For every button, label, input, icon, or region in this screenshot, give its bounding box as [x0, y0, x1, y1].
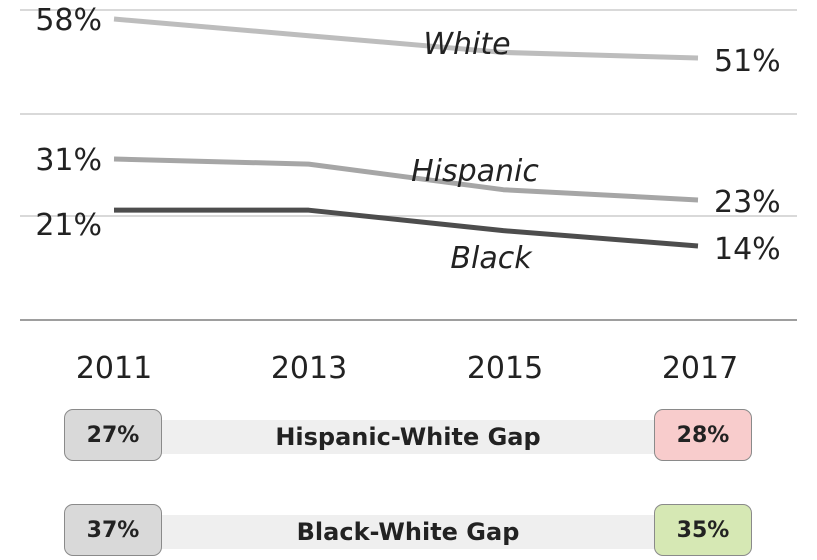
x-tick-label: 2015	[467, 351, 543, 386]
series-line-black	[114, 207, 699, 249]
x-axis-ticks: 2011 2013 2015 2017	[76, 351, 738, 386]
black-white-gap-bar: 37% Black-White Gap 35%	[64, 504, 752, 556]
gap-end-value: 35%	[654, 504, 752, 556]
series-name-label: Hispanic	[411, 154, 539, 189]
gridlines	[20, 9, 797, 217]
start-value-label: 21%	[35, 208, 102, 243]
end-value-label: 51%	[714, 44, 781, 79]
x-tick-label: 2011	[76, 351, 152, 386]
gap-band	[64, 420, 752, 454]
series-line-hispanic	[113, 156, 699, 203]
series-name-label: Black	[450, 241, 533, 276]
gap-end-value: 28%	[654, 409, 752, 461]
series-name-label: White	[423, 27, 510, 62]
x-tick-label: 2013	[271, 351, 347, 386]
end-value-label: 14%	[714, 232, 781, 267]
gap-start-value: 27%	[64, 409, 162, 461]
gap-label: Black-White Gap	[296, 518, 520, 546]
hispanic-white-gap-bar: 27% Hispanic-White Gap 28%	[64, 409, 752, 461]
series-lines	[113, 16, 699, 249]
x-tick-label: 2017	[662, 351, 738, 386]
start-value-label: 58%	[35, 3, 102, 38]
series-labels: 58% 51% White 31% 23% Hispanic 21% 14% Black	[35, 3, 780, 276]
start-value-label: 31%	[35, 143, 102, 178]
gap-band	[64, 515, 752, 549]
series-line-white	[113, 16, 699, 61]
gap-label: Hispanic-White Gap	[275, 423, 541, 451]
end-value-label: 23%	[714, 185, 781, 220]
gap-start-value: 37%	[64, 504, 162, 556]
